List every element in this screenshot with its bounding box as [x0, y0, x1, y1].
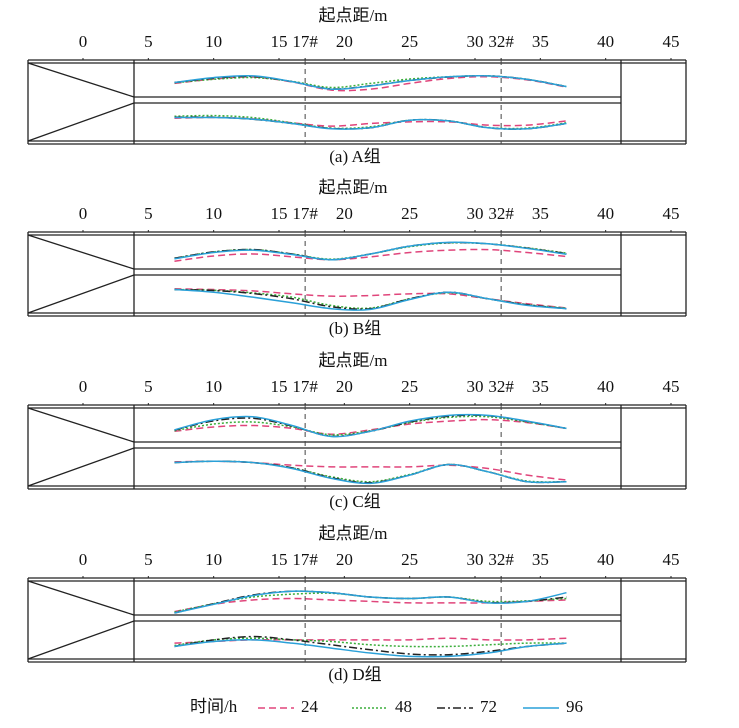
series-line	[174, 248, 567, 262]
x-tick-label: 30	[467, 32, 484, 51]
legend-title: 时间/h	[190, 697, 238, 716]
x-tick-label: 32#	[488, 550, 514, 569]
x-tick-label: 0	[79, 377, 88, 396]
x-tick-label: 0	[79, 32, 88, 51]
x-tick-label: 45	[663, 204, 680, 223]
x-tick-label: 35	[532, 377, 549, 396]
x-tick-label: 20	[336, 204, 353, 223]
x-tick-label: 35	[532, 32, 549, 51]
flume-edge	[27, 274, 135, 314]
x-tick-label: 15	[271, 377, 288, 396]
x-tick-label: 32#	[488, 32, 514, 51]
flume	[27, 404, 687, 490]
flume	[27, 577, 687, 663]
x-tick-label: 40	[597, 550, 614, 569]
series-line	[174, 460, 567, 485]
x-tick-label: 20	[336, 377, 353, 396]
legend-label: 48	[395, 697, 412, 716]
x-tick-label: 45	[663, 550, 680, 569]
series-line	[174, 639, 567, 658]
x-tick-label: 20	[336, 32, 353, 51]
series-line	[174, 637, 567, 648]
series-line	[174, 415, 567, 436]
series-line	[174, 413, 567, 438]
x-tick-label: 40	[597, 32, 614, 51]
panel-title: 起点距/m	[319, 524, 388, 543]
series-line	[174, 288, 567, 311]
x-tick-label: 5	[144, 32, 153, 51]
x-tick-label: 35	[532, 550, 549, 569]
x-tick-label: 40	[597, 377, 614, 396]
x-tick-label: 17#	[292, 550, 318, 569]
series-line	[174, 635, 567, 656]
x-tick-label: 15	[271, 204, 288, 223]
flume-edge	[27, 447, 135, 487]
x-tick-label: 17#	[292, 32, 318, 51]
legend-label: 96	[566, 697, 583, 716]
flume-edge	[27, 234, 135, 270]
flume-edge	[27, 62, 135, 98]
flume	[27, 231, 687, 317]
x-tick-label: 25	[401, 32, 418, 51]
x-tick-label: 10	[205, 377, 222, 396]
x-tick-label: 45	[663, 377, 680, 396]
x-tick-label: 5	[144, 550, 153, 569]
x-tick-label: 35	[532, 204, 549, 223]
panel-caption: (d) D组	[328, 665, 381, 684]
x-tick-label: 15	[271, 32, 288, 51]
series-line	[174, 114, 567, 130]
series-line	[174, 74, 567, 91]
x-tick-label: 25	[401, 550, 418, 569]
flume-edge	[27, 407, 135, 443]
x-tick-label: 32#	[488, 377, 514, 396]
x-tick-label: 25	[401, 377, 418, 396]
x-tick-label: 0	[79, 550, 88, 569]
x-tick-label: 17#	[292, 377, 318, 396]
x-tick-label: 32#	[488, 204, 514, 223]
x-tick-label: 10	[205, 204, 222, 223]
x-tick-label: 45	[663, 32, 680, 51]
series-line	[174, 597, 567, 613]
flume-edge	[27, 580, 135, 616]
panel-title: 起点距/m	[319, 178, 388, 197]
flume-edge	[27, 620, 135, 660]
x-tick-label: 30	[467, 550, 484, 569]
flume	[27, 59, 687, 145]
x-tick-label: 10	[205, 550, 222, 569]
panel-caption: (b) B组	[329, 319, 381, 338]
x-tick-label: 30	[467, 377, 484, 396]
x-tick-label: 15	[271, 550, 288, 569]
series-line	[174, 241, 567, 261]
panel-caption: (c) C组	[329, 492, 380, 511]
x-tick-label: 20	[336, 550, 353, 569]
series-line	[174, 460, 567, 483]
legend-label: 72	[480, 697, 497, 716]
x-tick-label: 17#	[292, 204, 318, 223]
x-tick-label: 40	[597, 204, 614, 223]
series-line	[174, 288, 567, 310]
panel-title: 起点距/m	[319, 351, 388, 370]
series-line	[174, 74, 567, 89]
x-tick-label: 30	[467, 204, 484, 223]
series-line	[174, 590, 567, 614]
series-line	[174, 288, 567, 309]
x-tick-label: 10	[205, 32, 222, 51]
panel-title: 起点距/m	[319, 6, 388, 25]
legend-label: 24	[301, 697, 319, 716]
x-tick-label: 5	[144, 377, 153, 396]
series-line	[174, 418, 567, 435]
series-line	[174, 116, 567, 130]
panel-caption: (a) A组	[329, 147, 380, 166]
x-tick-label: 25	[401, 204, 418, 223]
x-tick-label: 0	[79, 204, 88, 223]
flume-edge	[27, 102, 135, 142]
series-line	[174, 288, 567, 310]
x-tick-label: 5	[144, 204, 153, 223]
